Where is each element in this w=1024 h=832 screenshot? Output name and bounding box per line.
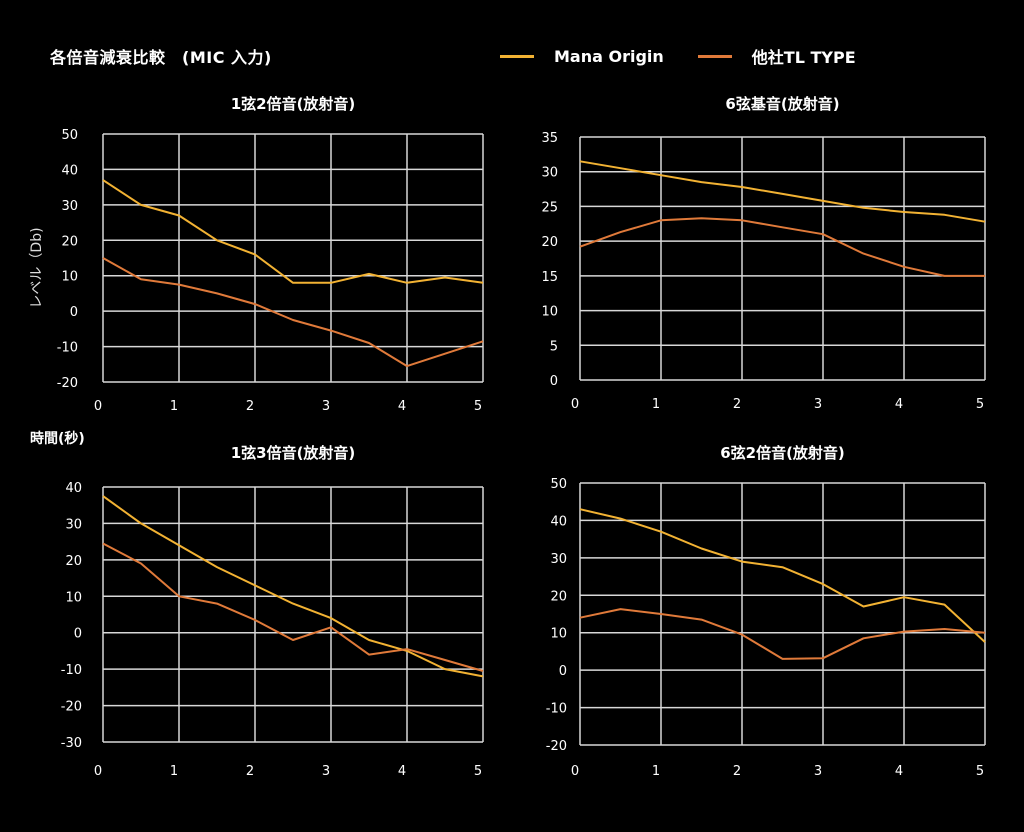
chart-title-4: 6弦2倍音(放射音) (720, 444, 845, 462)
chart-3-ytick-label: 20 (65, 554, 82, 569)
chart-1-ytick-label: 40 (61, 163, 78, 178)
chart-2-ytick-label: 35 (541, 131, 558, 146)
chart-3-xtick-label: 0 (94, 764, 102, 779)
chart-1-ytick-label: 10 (61, 270, 78, 285)
chart-4-xtick-label: 0 (571, 764, 579, 779)
legend-item-other-tl-type: 他社TL TYPE (697, 44, 856, 68)
chart-title-3: 1弦3倍音(放射音) (231, 444, 356, 462)
chart-4-series-mana-origin-line (579, 508, 986, 643)
chart-3-series-mana-origin-line (102, 495, 484, 678)
chart-3-xtick-label: 1 (170, 764, 178, 779)
chart-3-ytick-label: -30 (61, 736, 82, 751)
legend-label-other-tl-type: 他社TL TYPE (751, 48, 856, 67)
chart-4-ytick-label: 50 (550, 477, 567, 492)
legend-swatch-mana-origin (500, 54, 534, 58)
chart-title-1: 1弦2倍音(放射音) (231, 95, 356, 113)
chart-4-xtick-label: 2 (733, 764, 741, 779)
chart-4-ytick-label: 20 (550, 589, 567, 604)
chart-2-ytick-label: 20 (541, 235, 558, 250)
chart-2-xtick-label: 0 (571, 397, 579, 412)
x-axis-label: 時間(秒) (30, 431, 85, 447)
chart-3-series-other-tl-type-line (102, 542, 484, 672)
chart-3-ytick-label: -10 (61, 663, 82, 678)
chart-2-ytick-label: 30 (541, 166, 558, 181)
chart-4-ytick-label: 30 (550, 552, 567, 567)
chart-1-xtick-label: 1 (170, 399, 178, 414)
chart-1-ytick-label: -20 (57, 376, 78, 391)
chart-3-ytick-label: 40 (65, 481, 82, 496)
chart-2-xtick-label: 3 (814, 397, 822, 412)
chart-2-series-mana-origin-line (579, 160, 986, 223)
chart-3-ytick-label: 10 (65, 590, 82, 605)
legend-label-mana-origin: Mana Origin (554, 46, 664, 66)
chart-1-ytick-label: 30 (61, 199, 78, 214)
chart-2-ytick-label: 15 (541, 270, 558, 285)
chart-3-xtick-label: 5 (474, 764, 482, 779)
chart-3-ytick-label: -20 (61, 700, 82, 715)
chart-1-ytick-label: -10 (57, 341, 78, 356)
chart-2-xtick-label: 4 (895, 397, 903, 412)
chart-1-ytick-label: 0 (70, 305, 78, 320)
chart-3-ytick-label: 0 (74, 627, 82, 642)
chart-3-xtick-label: 4 (398, 764, 406, 779)
chart-4-xtick-label: 3 (814, 764, 822, 779)
chart-1-xtick-label: 0 (94, 399, 102, 414)
chart-4-ytick-label: 0 (559, 664, 567, 679)
chart-3-xtick-label: 2 (246, 764, 254, 779)
chart-4-ytick-label: -20 (546, 739, 567, 754)
chart-1-xtick-label: 4 (398, 399, 406, 414)
chart-1-series-other-tl-type-line (102, 257, 484, 368)
chart-2-ytick-label: 10 (541, 305, 558, 320)
chart-1-xtick-label: 5 (474, 399, 482, 414)
chart-3-xtick-label: 3 (322, 764, 330, 779)
chart-3-ytick-label: 30 (65, 517, 82, 532)
chart-2-xtick-label: 5 (976, 397, 984, 412)
chart-4-ytick-label: 10 (550, 627, 567, 642)
chart-2-ytick-label: 0 (550, 374, 558, 389)
chart-1-series-mana-origin-line (102, 179, 484, 284)
chart-1-ytick-label: 50 (61, 128, 78, 143)
chart-4-series-other-tl-type-line (579, 608, 986, 660)
chart-2-ytick-label: 25 (541, 200, 558, 215)
chart-title-2: 6弦基音(放射音) (725, 95, 839, 113)
chart-2-series-other-tl-type-line (579, 217, 985, 277)
chart-2-xtick-label: 2 (733, 397, 741, 412)
chart-4-xtick-label: 4 (895, 764, 903, 779)
legend-swatch-other-tl-type (697, 54, 732, 58)
chart-2-xtick-label: 1 (652, 397, 660, 412)
chart-1-ytick-label: 20 (61, 234, 78, 249)
legend: Mana Origin 他社TL TYPE (500, 44, 890, 68)
chart-1-xtick-label: 2 (246, 399, 254, 414)
chart-4-xtick-label: 1 (652, 764, 660, 779)
chart-2-ytick-label: 5 (550, 339, 558, 354)
chart-1-xtick-label: 3 (322, 399, 330, 414)
chart-4-ytick-label: -10 (546, 702, 567, 717)
chart-4-ytick-label: 40 (550, 514, 567, 529)
chart-4-xtick-label: 5 (976, 764, 984, 779)
legend-item-mana-origin: Mana Origin (500, 47, 664, 66)
page-title: 各倍音減衰比較 (MIC 入力) (50, 48, 272, 67)
